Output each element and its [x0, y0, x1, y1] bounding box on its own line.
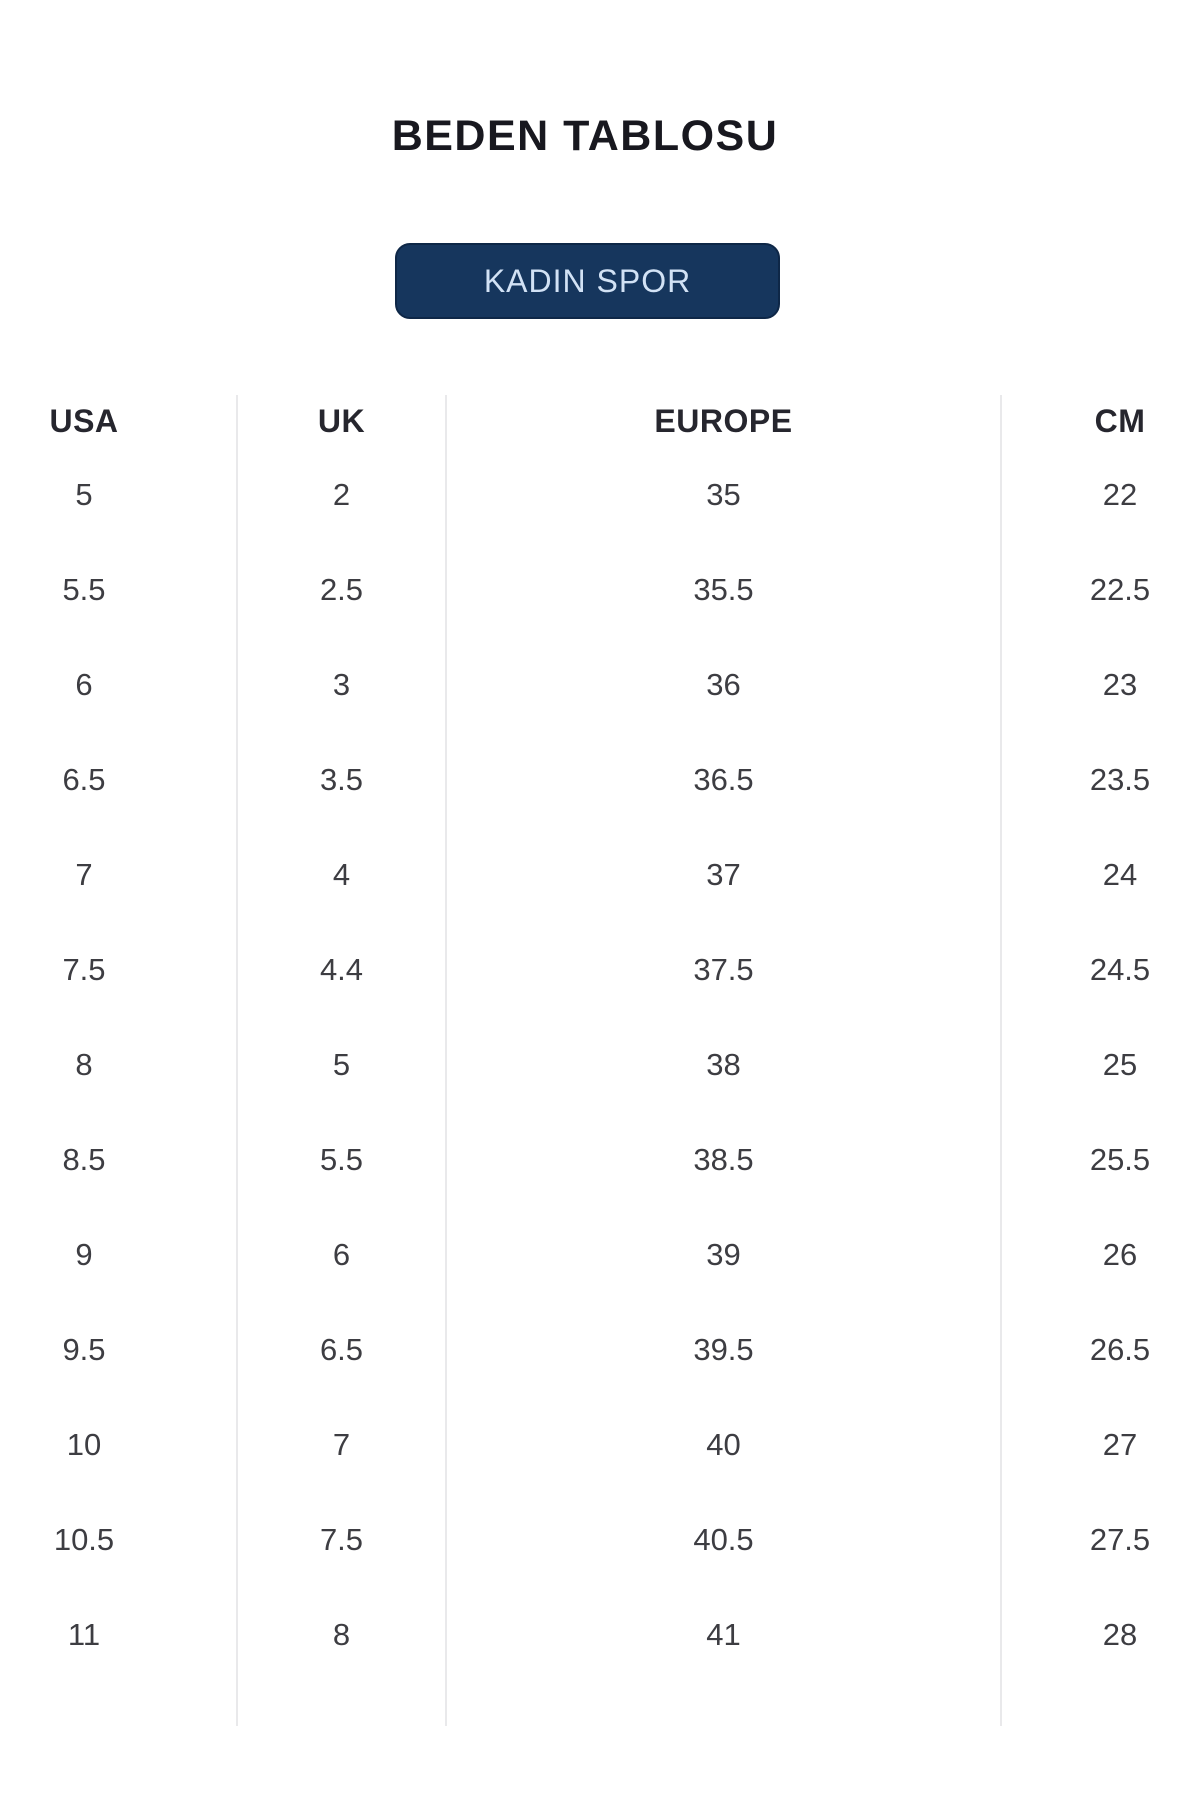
size-cell-uk: 2.5 — [319, 571, 364, 607]
size-cell-usa: 8 — [75, 1046, 93, 1082]
size-cell-cm: 24.5 — [1089, 951, 1151, 987]
size-cell-uk: 6.5 — [319, 1331, 364, 1367]
size-cell-europe: 40 — [706, 1426, 741, 1462]
size-cell-uk: 5.5 — [319, 1141, 364, 1177]
size-cell-cm: 25 — [1102, 1046, 1138, 1082]
size-cell-europe: 36.5 — [693, 761, 754, 797]
size-cell-cm: 27.5 — [1089, 1521, 1151, 1557]
size-cell-cm: 25.5 — [1089, 1141, 1151, 1177]
size-table-column-usa: USA 5 5.5 6 6.5 7 7.5 8 8.5 9 9.5 10 10.5 11 — [0, 395, 238, 1726]
size-cell-uk: 3.5 — [319, 761, 364, 797]
size-cell-cm: 26 — [1102, 1236, 1138, 1272]
size-cell-uk: 6 — [332, 1236, 351, 1272]
size-cell-cm: 28 — [1102, 1616, 1138, 1652]
size-cell-europe: 39 — [706, 1236, 741, 1272]
size-cell-usa: 6 — [75, 666, 93, 702]
size-cell-usa: 5.5 — [62, 571, 106, 607]
size-cell-usa: 8.5 — [62, 1141, 106, 1177]
size-cell-europe: 35 — [706, 476, 741, 512]
size-table: USA 5 5.5 6 6.5 7 7.5 8 8.5 9 9.5 10 10.5 11 UK 2 2.5 3 3… — [0, 395, 1200, 1726]
column-header-europe: EUROPE — [654, 402, 793, 439]
size-cell-usa: 6.5 — [62, 761, 106, 797]
size-cell-cm: 23 — [1102, 666, 1138, 702]
size-cell-europe: 37.5 — [693, 951, 754, 987]
size-cell-cm: 24 — [1102, 856, 1138, 892]
size-cell-usa: 10 — [66, 1426, 102, 1462]
size-cell-uk: 7.5 — [319, 1521, 364, 1557]
size-cell-uk: 4.4 — [319, 951, 364, 987]
size-cell-cm: 22.5 — [1089, 571, 1151, 607]
size-cell-usa: 5 — [75, 476, 93, 512]
column-header-cm: CM — [1094, 402, 1146, 439]
size-cell-usa: 9 — [75, 1236, 93, 1272]
size-cell-uk: 2 — [332, 476, 351, 512]
size-table-column-europe: EUROPE 35 35.5 36 36.5 37 37.5 38 38.5 39 39.5 40 40… — [447, 395, 1002, 1726]
column-header-uk: UK — [317, 402, 366, 439]
size-cell-europe: 36 — [706, 666, 741, 702]
size-cell-cm: 26.5 — [1089, 1331, 1151, 1367]
size-cell-europe: 38 — [706, 1046, 741, 1082]
size-cell-europe: 40.5 — [693, 1521, 754, 1557]
size-cell-usa: 10.5 — [53, 1521, 115, 1557]
size-cell-europe: 35.5 — [693, 571, 754, 607]
size-cell-uk: 8 — [332, 1616, 351, 1652]
size-cell-cm: 23.5 — [1089, 761, 1151, 797]
category-button-kadin-spor[interactable]: KADIN SPOR — [395, 243, 780, 319]
column-header-usa: USA — [49, 402, 119, 439]
size-cell-usa: 9.5 — [62, 1331, 106, 1367]
size-cell-europe: 37 — [706, 856, 741, 892]
size-cell-uk: 5 — [332, 1046, 351, 1082]
size-cell-europe: 41 — [706, 1616, 741, 1652]
size-table-column-uk: UK 2 2.5 3 3.5 4 4.4 5 5.5 6 6.5 7 7.5 8 — [238, 395, 447, 1726]
size-cell-usa: 7.5 — [62, 951, 106, 987]
size-cell-usa: 7 — [75, 856, 93, 892]
size-cell-cm: 27 — [1102, 1426, 1138, 1462]
size-cell-uk: 7 — [332, 1426, 351, 1462]
size-cell-uk: 4 — [332, 856, 351, 892]
size-cell-uk: 3 — [332, 666, 351, 702]
size-cell-europe: 38.5 — [693, 1141, 754, 1177]
page-title: BEDEN TABLOSU — [391, 112, 779, 160]
size-cell-usa: 11 — [67, 1616, 101, 1652]
size-cell-cm: 22 — [1102, 476, 1138, 512]
size-cell-europe: 39.5 — [693, 1331, 754, 1367]
size-table-column-cm: CM 22 22.5 23 23.5 24 24.5 25 25.5 26 26.5 27 27.5 28 — [1002, 395, 1200, 1726]
